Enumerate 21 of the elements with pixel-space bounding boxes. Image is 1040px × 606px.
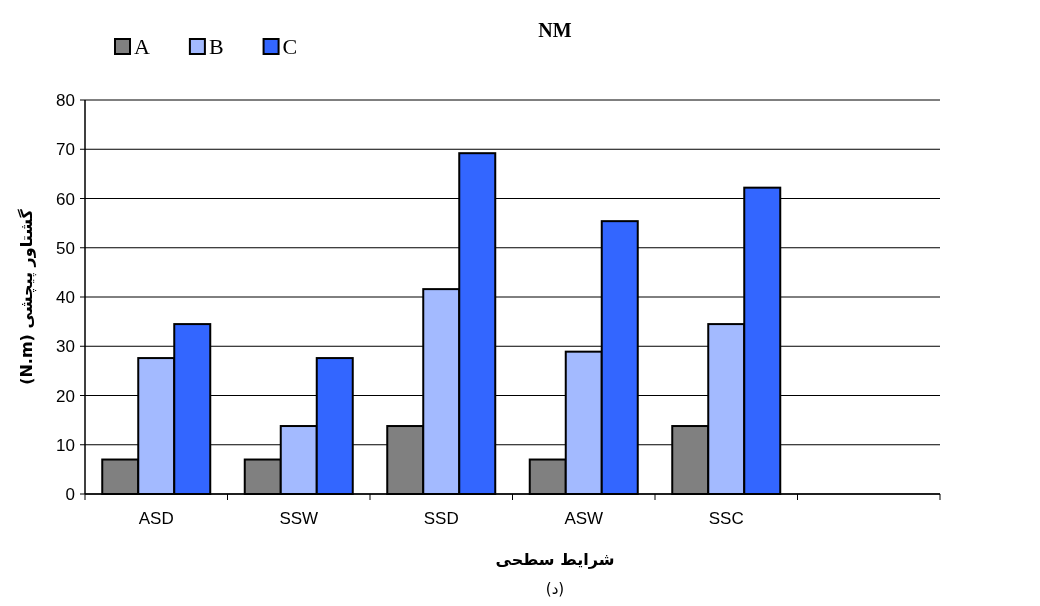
y-tick-label: 20 — [56, 386, 75, 406]
y-tick-label: 70 — [56, 140, 75, 160]
y-tick-label: 50 — [56, 238, 75, 258]
y-tick-label: 30 — [56, 337, 75, 357]
x-tick-label: SSD — [423, 509, 459, 528]
chart-title: NM — [538, 19, 572, 41]
y-tick-label: 0 — [65, 485, 75, 504]
x-axis-title: شرایط سطحی — [495, 550, 615, 569]
x-tick-label: ASW — [564, 509, 604, 528]
legend-label: A — [134, 34, 150, 59]
y-tick-label: 10 — [56, 435, 75, 455]
y-axis-title: گشتاور پیچشی (N.m) — [17, 208, 37, 385]
x-tick-label: SSC — [708, 509, 744, 528]
y-tick-label: 40 — [56, 288, 75, 307]
x-tick-label: ASD — [138, 509, 174, 528]
text: (د) — [545, 580, 565, 598]
y-tick-label: 60 — [56, 189, 75, 209]
legend-label: B — [208, 34, 224, 59]
legend-label: C — [282, 34, 298, 59]
y-tick-label: 80 — [56, 91, 75, 110]
x-tick-label: SSW — [279, 509, 319, 528]
